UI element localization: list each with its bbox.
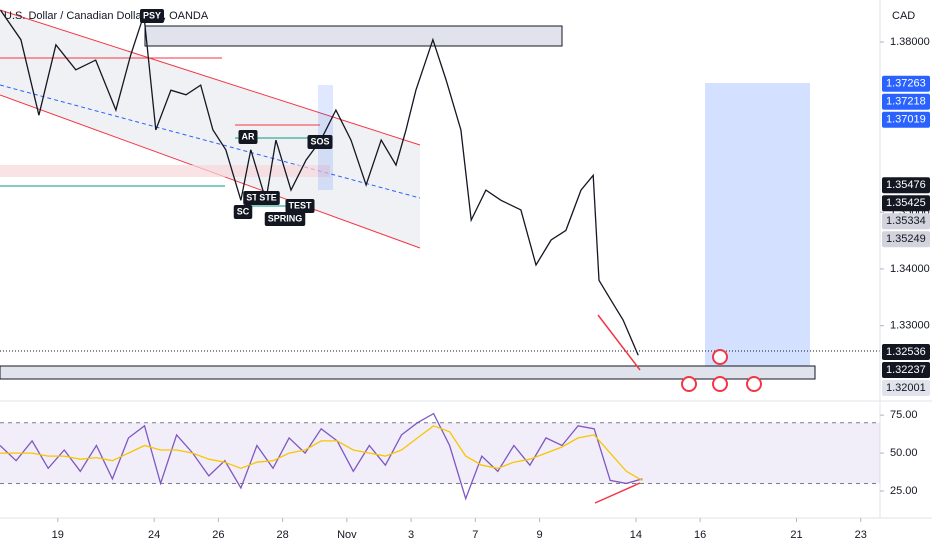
price-tag-label: 1.32536 [886,346,926,358]
x-tick-label: 24 [148,529,160,541]
y-tick-label: 50.00 [890,447,918,459]
annotation-label: ST [246,192,258,202]
price-tag-label: 1.35334 [886,215,926,227]
annotation-bg [307,135,333,149]
annotation-bg [233,205,253,219]
y-tick-label: 75.00 [890,409,918,421]
annotation: SC [233,205,253,219]
price-tag [882,213,930,230]
x-tick-label: 19 [52,529,64,541]
annotation: AR [238,130,258,144]
channel-top [0,9,421,146]
price-tag-label: 1.32001 [886,382,926,394]
x-tick-label: 9 [536,529,542,541]
annotation-bg [285,199,315,213]
channel [0,10,420,248]
annotation-bg [139,9,165,23]
demand-zone [0,365,816,380]
channel-mid [0,84,421,199]
target-box [705,83,810,366]
price-tag [882,195,930,212]
annotation-label: TEST [288,200,312,210]
annotation-bg [238,130,258,144]
flag-icon [712,376,728,392]
price-tag [882,75,930,92]
price-tag-label: 1.35476 [886,179,926,191]
flag-icon [712,349,728,365]
x-tick-label: 14 [630,529,642,541]
annotation-label: PSY [143,10,161,20]
price-tag [882,344,930,360]
annotation: PSY [139,9,165,23]
annotation-label: SOS [310,136,329,146]
rsi-band [0,422,880,484]
price-tag-label: 1.37263 [886,78,926,90]
x-tick-label: 3 [408,529,414,541]
price-tag [882,380,930,396]
x-tick-label: 28 [277,529,289,541]
divergence-line [597,314,641,371]
event-flags [681,349,762,392]
price-line [0,9,639,356]
annotation-label: SPRING [268,213,303,223]
price-line [0,425,643,481]
supply-zone [144,25,563,47]
price-tag [882,231,930,248]
flag-icon [681,376,697,392]
x-tick-label: Nov [337,529,357,541]
chart-title: U.S. Dollar / Canadian Dollar, 4h, OANDA [4,10,209,22]
price-tag-label: 1.37019 [886,114,926,126]
price-tag [882,111,930,128]
price-line [0,412,643,501]
annotation-bg [256,191,280,205]
axis-unit: CAD [892,10,915,22]
price-tag-label: 1.35249 [886,233,926,245]
divergence-line [594,482,641,504]
y-tick-label: 1.38000 [890,36,930,48]
annotation-label: SC [237,206,250,216]
x-tick-label: 7 [472,529,478,541]
annotation: SOS [307,135,333,149]
price-tag [882,93,930,110]
x-tick-label: 26 [212,529,224,541]
y-tick-label: 1.33000 [890,320,930,332]
zone [0,165,330,177]
annotation: TEST [285,199,315,213]
annotation: STE [256,191,280,205]
annotation-label: AR [242,131,255,141]
x-tick-label: 21 [790,529,802,541]
price-tag [882,362,930,378]
y-tick-label: 25.00 [890,485,918,497]
price-tag-label: 1.37218 [886,96,926,108]
flag-icon [746,376,762,392]
price-tag-label: 1.35425 [886,197,926,209]
x-tick-label: 16 [694,529,706,541]
price-tag-label: 1.32237 [886,364,926,376]
annotation-bg [264,212,306,226]
price-tag [882,177,930,194]
annotation: SPRING [264,212,306,226]
y-tick-label: 1.34000 [890,263,930,275]
annotation-label: STE [259,192,277,202]
x-tick-label: 23 [855,529,867,541]
